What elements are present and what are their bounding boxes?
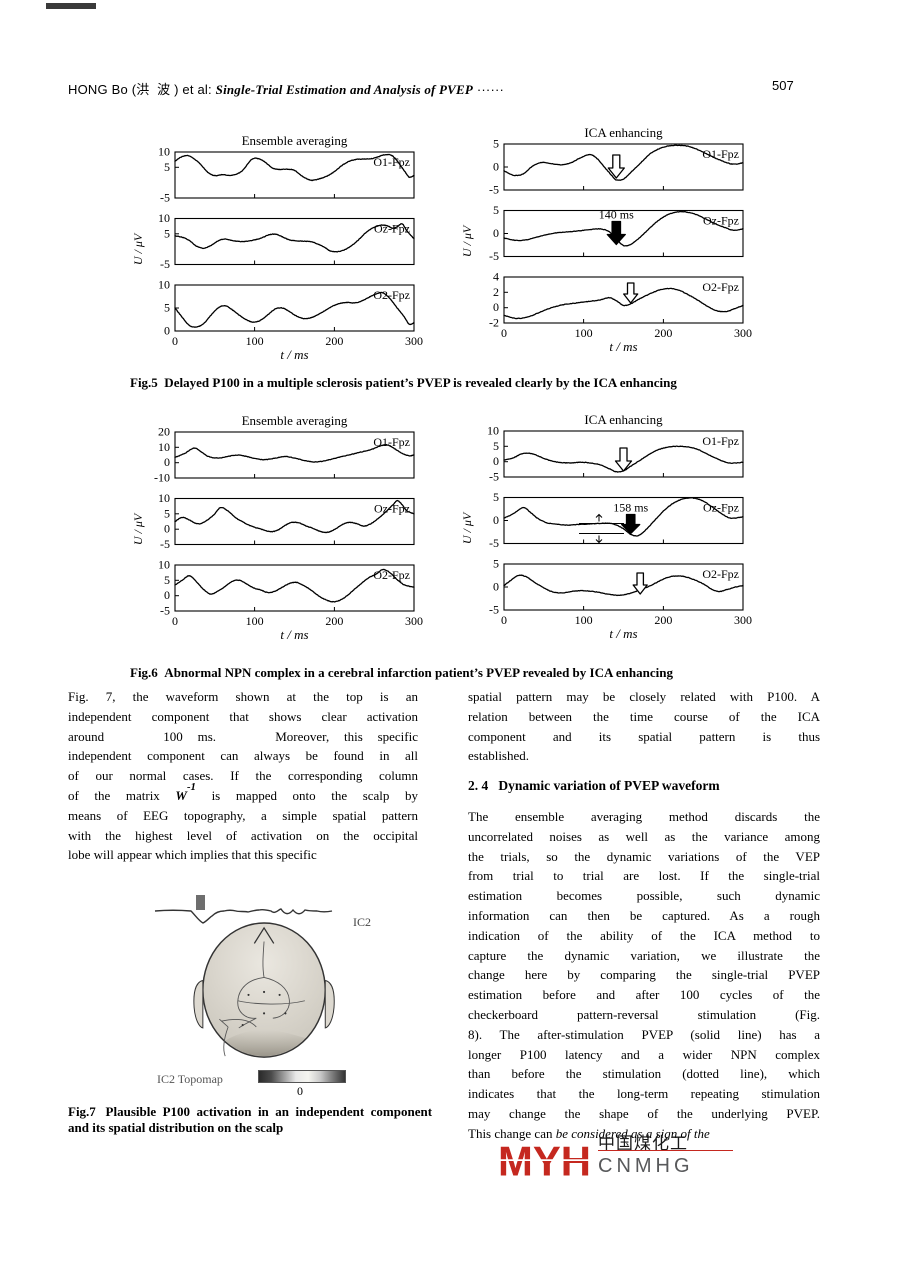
svg-text:100: 100 <box>575 326 593 340</box>
svg-text:-5: -5 <box>489 470 499 484</box>
svg-text:10: 10 <box>158 211 170 225</box>
svg-text:U / μV: U / μV <box>460 224 474 257</box>
svg-text:5: 5 <box>493 557 499 571</box>
svg-text:0: 0 <box>493 226 499 240</box>
svg-text:4: 4 <box>493 270 499 284</box>
svg-text:0: 0 <box>501 613 507 627</box>
svg-text:300: 300 <box>405 334 423 348</box>
svg-text:2: 2 <box>493 285 499 299</box>
svg-text:5: 5 <box>164 506 170 520</box>
svg-text:300: 300 <box>405 614 423 628</box>
svg-text:Oz-Fpz: Oz-Fpz <box>703 501 739 515</box>
svg-text:200: 200 <box>654 326 672 340</box>
svg-text:0: 0 <box>493 300 499 314</box>
svg-text:O1-Fpz: O1-Fpz <box>373 435 410 449</box>
svg-text:-5: -5 <box>160 191 170 205</box>
svg-text:0: 0 <box>493 454 499 468</box>
svg-text:5: 5 <box>493 137 499 151</box>
svg-text:-5: -5 <box>160 257 170 271</box>
svg-text:0: 0 <box>172 334 178 348</box>
svg-text:10: 10 <box>158 278 170 292</box>
svg-text:5: 5 <box>164 301 170 315</box>
svg-text:10: 10 <box>158 491 170 505</box>
svg-text:0: 0 <box>172 614 178 628</box>
svg-text:0: 0 <box>164 455 170 469</box>
svg-text:-5: -5 <box>489 249 499 263</box>
svg-text:100: 100 <box>575 613 593 627</box>
svg-text:10: 10 <box>158 558 170 572</box>
svg-text:-5: -5 <box>160 604 170 618</box>
svg-text:O2-Fpz: O2-Fpz <box>702 567 739 581</box>
svg-text:20: 20 <box>158 425 170 439</box>
svg-text:5: 5 <box>493 439 499 453</box>
svg-text:0: 0 <box>493 160 499 174</box>
svg-text:O2-Fpz: O2-Fpz <box>373 568 410 582</box>
svg-text:300: 300 <box>734 613 752 627</box>
svg-text:t / ms: t / ms <box>280 627 308 642</box>
svg-text:158 ms: 158 ms <box>613 501 648 515</box>
svg-text:5: 5 <box>164 160 170 174</box>
svg-text:140 ms: 140 ms <box>599 208 634 222</box>
svg-text:U / μV: U / μV <box>131 232 145 265</box>
svg-text:0: 0 <box>164 588 170 602</box>
svg-text:O1-Fpz: O1-Fpz <box>702 434 739 448</box>
svg-text:Oz-Fpz: Oz-Fpz <box>374 222 410 236</box>
svg-text:-5: -5 <box>489 536 499 550</box>
svg-text:O1-Fpz: O1-Fpz <box>373 155 410 169</box>
svg-text:U / μV: U / μV <box>460 511 474 544</box>
svg-text:0: 0 <box>164 324 170 338</box>
svg-text:10: 10 <box>158 145 170 159</box>
svg-text:t / ms: t / ms <box>280 347 308 362</box>
svg-text:0: 0 <box>164 522 170 536</box>
svg-text:0: 0 <box>501 326 507 340</box>
svg-text:5: 5 <box>493 203 499 217</box>
svg-text:Oz-Fpz: Oz-Fpz <box>374 502 410 516</box>
svg-text:5: 5 <box>164 573 170 587</box>
svg-text:-2: -2 <box>489 316 499 330</box>
svg-text:300: 300 <box>734 326 752 340</box>
svg-text:100: 100 <box>246 614 264 628</box>
svg-text:200: 200 <box>325 334 343 348</box>
svg-text:-5: -5 <box>160 537 170 551</box>
svg-text:100: 100 <box>246 334 264 348</box>
svg-text:10: 10 <box>158 440 170 454</box>
svg-text:0: 0 <box>493 580 499 594</box>
svg-text:0: 0 <box>493 513 499 527</box>
svg-text:O1-Fpz: O1-Fpz <box>702 147 739 161</box>
svg-text:5: 5 <box>164 226 170 240</box>
svg-text:Oz-Fpz: Oz-Fpz <box>703 214 739 228</box>
svg-text:200: 200 <box>654 613 672 627</box>
svg-text:U / μV: U / μV <box>131 512 145 545</box>
svg-text:-10: -10 <box>154 471 170 485</box>
svg-text:O2-Fpz: O2-Fpz <box>702 280 739 294</box>
svg-text:200: 200 <box>325 614 343 628</box>
svg-text:-5: -5 <box>489 183 499 197</box>
svg-text:O2-Fpz: O2-Fpz <box>373 288 410 302</box>
svg-text:-5: -5 <box>489 603 499 617</box>
svg-text:t / ms: t / ms <box>609 626 637 641</box>
svg-text:10: 10 <box>487 424 499 438</box>
svg-text:t / ms: t / ms <box>609 339 637 354</box>
svg-text:5: 5 <box>493 490 499 504</box>
